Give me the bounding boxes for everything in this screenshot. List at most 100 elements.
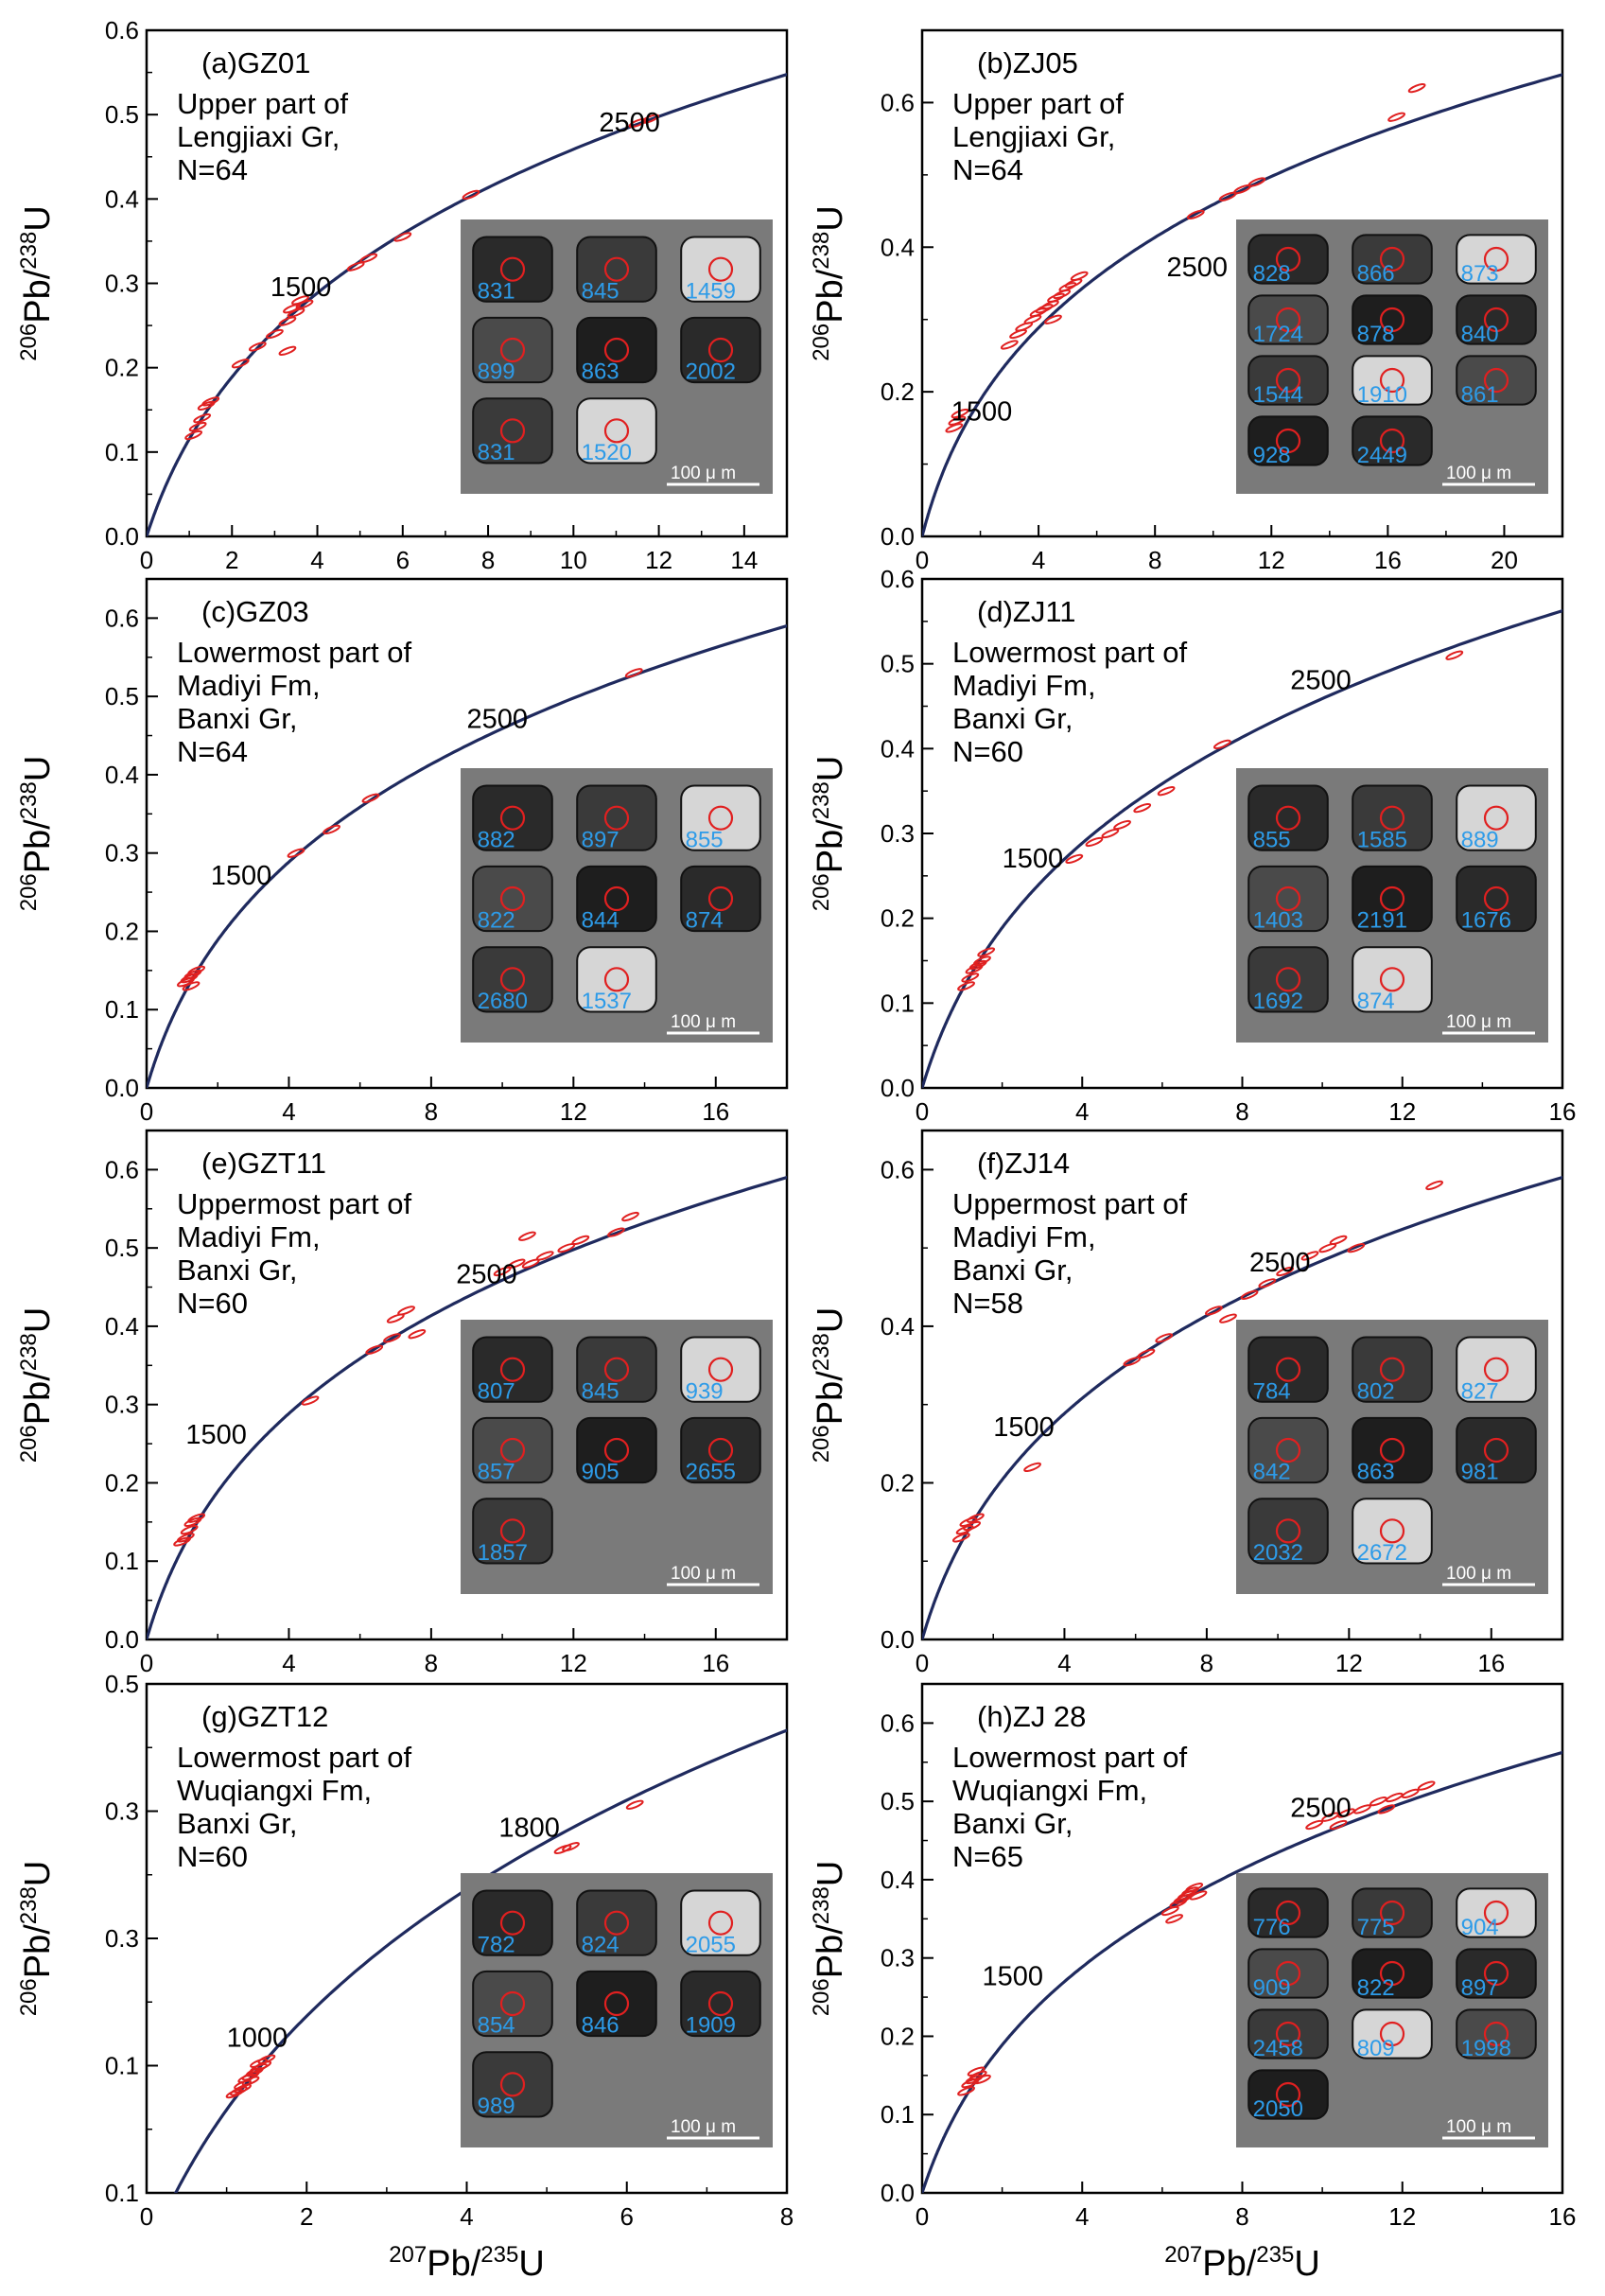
panel-b-zircon-spot-0 — [1275, 246, 1301, 272]
panel-e-y-tick-label-3: 0.3 — [105, 1391, 139, 1419]
panel-g-zircon-spot-2 — [707, 1910, 734, 1936]
panel-a-zircon-grain-2 — [680, 236, 761, 303]
panel-c-desc-3: N=64 — [177, 735, 248, 768]
panel-b-zircon-age-4: 878 — [1357, 322, 1395, 347]
panel-f-age-label-1: 2500 — [1249, 1248, 1311, 1278]
panel-e-frame — [145, 1129, 789, 1641]
panel-c-y-tick-label-1: 0.1 — [105, 995, 139, 1024]
panel-f-zircon-spot-0 — [1275, 1357, 1301, 1382]
panel-d-zircon-age-4: 2191 — [1357, 908, 1407, 934]
panel-a-ellipse-11 — [291, 295, 309, 306]
panel-a-x-tick-label-4: 8 — [481, 546, 495, 574]
panel-h-zircon-grain-6 — [1247, 2008, 1329, 2059]
panel-d-zircon-age-2: 889 — [1461, 827, 1499, 852]
panel-g-desc-2: Banxi Gr, — [177, 1807, 298, 1840]
panel-a-y-tick-label-0: 0.0 — [105, 522, 139, 551]
panel-c-zircon-age-4: 844 — [582, 908, 619, 934]
panel-c-x-tick-label-0: 0 — [140, 1097, 153, 1126]
panel-c-zircon-age-5: 874 — [686, 908, 724, 934]
panel-f-zircon-spot-4 — [1379, 1437, 1405, 1463]
panel-g-zircon-spot-1 — [603, 1910, 630, 1936]
panel-b-ellipse-20 — [1387, 112, 1405, 122]
panel-h-y-tick-label-2: 0.2 — [881, 2022, 915, 2050]
panel-e-ellipse-4 — [173, 1536, 192, 1547]
panel-b-zircon-age-6: 1544 — [1253, 382, 1303, 408]
panel-e-zircon-spot-2 — [707, 1357, 734, 1382]
panel-f-concordia-curve — [922, 1175, 1562, 1639]
panel-g-y-tick-label-1: 0.1 — [105, 2052, 139, 2080]
panel-f-ellipse-9 — [1205, 1306, 1223, 1316]
panel-d-ellipse-6 — [1065, 853, 1084, 865]
panel-h-desc-0: Lowermost part of — [952, 1741, 1187, 1774]
panel-c-x-tick-label-1: 4 — [282, 1097, 295, 1126]
panel-a-zircon-age-2: 1459 — [686, 278, 736, 304]
panel-b-y-tick-label-1: 0.2 — [881, 377, 915, 406]
panel-d-ellipse-7 — [1085, 836, 1104, 848]
panel-c-zircon-spot-1 — [603, 805, 630, 831]
panel-e-ellipse-16 — [571, 1235, 590, 1246]
panel-h-zircon-grain-2 — [1456, 1887, 1537, 1938]
panel-d-x-tick-label-4: 16 — [1549, 1097, 1577, 1126]
panel-d-ellipse-11 — [1157, 786, 1176, 797]
panel-g-age-label-0: 1000 — [227, 2023, 288, 2053]
panel-h-x-tick-label-3: 12 — [1388, 2202, 1416, 2231]
panel-h-ellipse-19 — [1385, 1792, 1404, 1803]
panel-a-zircon-spot-7 — [603, 418, 630, 444]
panel-h-ellipse-5 — [967, 2066, 986, 2077]
y-axis-label-right-1: 206Pb/238U — [809, 756, 850, 912]
panel-h-zircon-spot-0 — [1275, 1900, 1301, 1926]
panel-c-ellipse-4 — [182, 981, 201, 991]
panel-a-x-tick-label-5: 10 — [560, 546, 587, 574]
panel-a-zircon-spot-2 — [707, 256, 734, 282]
panel-a-ellipse-3 — [184, 429, 203, 441]
panel-f-ellipse-14 — [1300, 1251, 1319, 1261]
panel-g-x-tick-label-0: 0 — [140, 2202, 153, 2231]
panel-c-y-tick-label-6: 0.6 — [105, 604, 139, 632]
panel-g-ellipse-14 — [625, 1799, 644, 1810]
panel-b-zircon-spot-8 — [1483, 367, 1509, 394]
panel-f-y-tick-label-1: 0.2 — [881, 1468, 915, 1497]
panel-a-zircon-grain-0 — [472, 236, 553, 303]
panel-f-y-tick-label-2: 0.4 — [881, 1312, 915, 1341]
panel-a-zircon-grain-4 — [576, 316, 657, 384]
panel-e-zircon-age-2: 939 — [686, 1378, 724, 1404]
panel-g-zircon-grain-1 — [576, 1889, 657, 1956]
panel-c-y-tick-label-2: 0.2 — [105, 917, 139, 945]
panel-a-ellipse-4 — [201, 396, 220, 407]
panel-e-zircon-spot-0 — [499, 1357, 526, 1382]
panel-b-zircon-spot-7 — [1379, 367, 1405, 394]
panel-e-zircon-spot-6 — [499, 1518, 526, 1544]
panel-e-ellipse-14 — [535, 1251, 554, 1261]
panel-h-zircon-spot-1 — [1379, 1900, 1405, 1926]
panel-b-zircon-grain-2 — [1456, 234, 1537, 285]
panel-e-zircon-age-0: 807 — [478, 1378, 515, 1404]
panel-d-zircon-spot-4 — [1379, 885, 1405, 912]
panel-f-zircon-age-6: 2032 — [1253, 1540, 1303, 1566]
panel-g-x-tick-label-2: 4 — [460, 2202, 473, 2231]
panel-a-y-tick-label-5: 0.5 — [105, 100, 139, 129]
panel-d-ellipse-12 — [1212, 739, 1231, 749]
panel-b-y-tick-label-2: 0.4 — [881, 233, 915, 261]
panel-h-age-label-0: 1500 — [982, 1962, 1043, 1992]
panel-c-zircon-spot-0 — [499, 805, 526, 831]
panel-h-zircon-age-2: 904 — [1461, 1915, 1499, 1940]
panel-a-ellipse-7 — [265, 328, 284, 340]
panel-e-concordia-curve — [147, 1175, 787, 1639]
panel-c-zircon-grain-2 — [680, 784, 761, 851]
panel-a-zircon-grain-5 — [680, 316, 761, 384]
panel-d-ellipse-10 — [1133, 802, 1152, 814]
panel-c-zircon-age-6: 2680 — [478, 989, 528, 1014]
panel-a-ellipse-14 — [346, 261, 365, 272]
panel-d-y-tick-label-6: 0.6 — [881, 565, 915, 593]
panel-b-ellipse-16 — [1186, 209, 1205, 220]
panel-a-ellipse-6 — [248, 342, 267, 352]
panel-b-ellipse-5 — [1015, 322, 1034, 332]
panel-h-zircon-age-0: 776 — [1253, 1915, 1291, 1940]
panel-a-concordia-curve — [147, 73, 787, 536]
panel-d-zircon-age-6: 1692 — [1253, 989, 1303, 1014]
panel-f-ellipse-17 — [1347, 1243, 1366, 1253]
panel-b-zircon-age-10: 2449 — [1357, 443, 1407, 468]
panel-a-zircon-age-6: 831 — [478, 440, 515, 465]
panel-a-ellipse-13 — [278, 345, 297, 356]
panel-h-zircon-spot-2 — [1483, 1900, 1509, 1926]
